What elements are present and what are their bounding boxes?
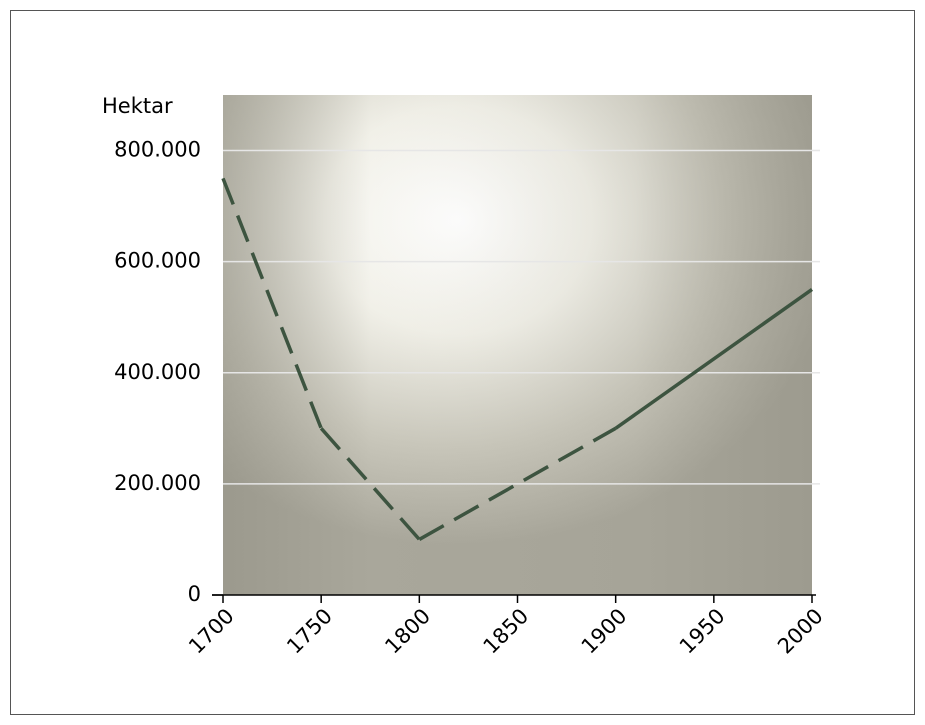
y-tick-label: 800.000 [114,138,201,162]
y-tick-label: 0 [188,582,201,606]
background-shade [223,95,812,595]
y-tick-label: 600.000 [114,249,201,273]
y-tick-label: 200.000 [114,471,201,495]
chart: Hektar 0200.000400.000600.000800.0001700… [0,0,925,725]
y-tick-label: 400.000 [114,360,201,384]
y-axis-label: Hektar [102,94,173,118]
